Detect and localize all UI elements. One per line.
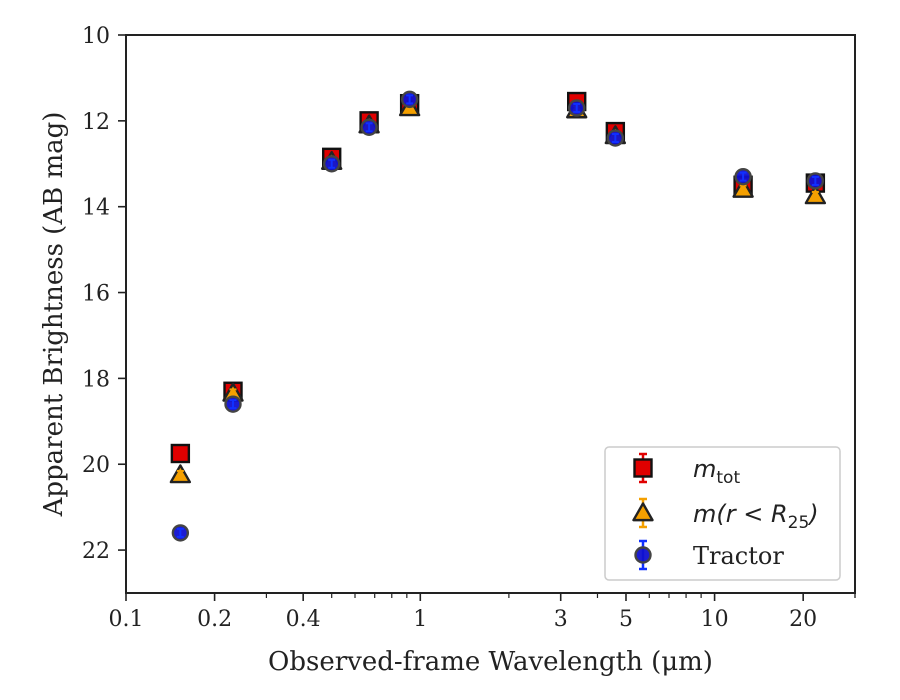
x-tick-label: 0.2	[197, 607, 232, 632]
x-tick-label: 1	[413, 607, 427, 632]
series-0	[170, 91, 826, 464]
legend-box	[604, 446, 841, 581]
x-tick-label: 0.4	[286, 607, 321, 632]
series-2	[171, 90, 825, 542]
y-tick-label: 14	[82, 196, 110, 221]
y-tick-label: 22	[82, 539, 110, 564]
x-axis-ticks: 0.1 0.2 0.4 1 3 5 10 20	[109, 593, 856, 632]
x-tick-label: 3	[554, 607, 568, 632]
y-axis-title: Apparent Brightness (AB mag)	[39, 112, 69, 518]
legend-marker	[633, 458, 653, 478]
y-axis-ticks: 10 12 14 16 18 20 22	[82, 24, 126, 564]
y-tick-label: 10	[82, 24, 110, 49]
x-axis-title: Observed-frame Wavelength (μm)	[268, 647, 713, 677]
plot-frame	[125, 34, 856, 594]
legend-label: m(r < R25)	[693, 500, 819, 533]
legend-marker	[632, 502, 654, 522]
y-tick-label: 12	[82, 110, 110, 135]
x-tick-label: 20	[789, 607, 817, 632]
y-tick-label: 18	[82, 367, 110, 392]
x-tick-label: 0.1	[109, 607, 144, 632]
y-tick-label: 16	[82, 282, 110, 307]
legend-marker	[634, 546, 652, 564]
legend-label: mtot	[693, 455, 740, 488]
axes-frame	[125, 34, 856, 594]
series-layer	[169, 90, 827, 542]
legend-label: Tractor	[693, 542, 784, 570]
legend: mtot m(r < R25) Tractor	[604, 446, 841, 581]
y-tick-label: 20	[82, 453, 110, 478]
x-tick-label: 10	[701, 607, 729, 632]
x-tick-label: 5	[619, 607, 633, 632]
series-1	[169, 97, 827, 484]
